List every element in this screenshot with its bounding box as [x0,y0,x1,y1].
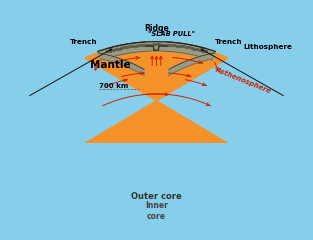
Circle shape [88,148,231,240]
Text: Trench: Trench [215,39,243,45]
Text: Inner
core: Inner core [145,201,168,221]
Polygon shape [85,43,228,158]
Circle shape [85,151,228,240]
Circle shape [99,159,220,240]
Polygon shape [168,53,215,76]
Text: Mantle: Mantle [90,60,131,70]
Text: Trench: Trench [70,39,98,45]
Text: Asthenosphere: Asthenosphere [215,66,272,95]
Polygon shape [98,42,215,60]
Circle shape [115,181,198,240]
Text: Ridge: Ridge [144,24,169,33]
Text: Lithosphere: Lithosphere [243,44,292,50]
Text: Outer core: Outer core [131,192,182,201]
Circle shape [124,184,195,240]
Circle shape [110,171,208,240]
Text: 700 km: 700 km [99,83,128,89]
Text: "SLAB PULL": "SLAB PULL" [148,31,195,37]
Polygon shape [98,53,145,76]
